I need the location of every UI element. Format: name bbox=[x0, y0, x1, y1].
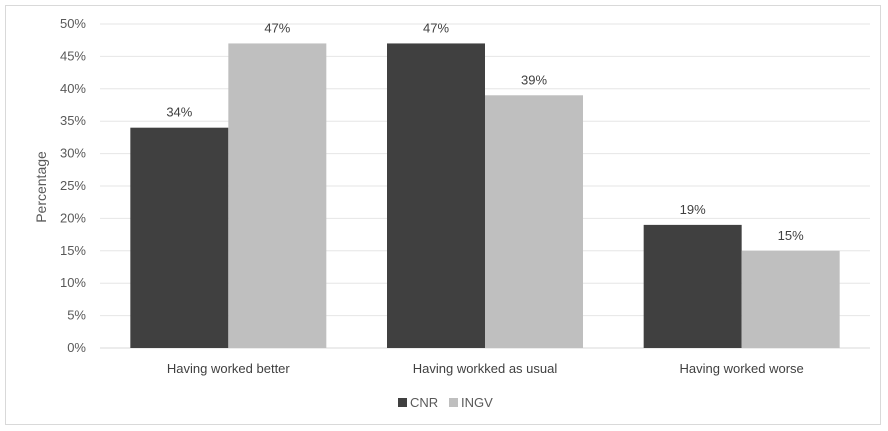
data-label: 47% bbox=[423, 20, 449, 35]
y-tick-label: 0% bbox=[67, 340, 86, 355]
data-label: 34% bbox=[166, 105, 192, 120]
bar-cnr bbox=[643, 224, 742, 348]
y-tick-label: 10% bbox=[60, 275, 86, 290]
category-labels: Having worked better Having workked as us… bbox=[167, 361, 804, 376]
y-tick-label: 50% bbox=[60, 16, 86, 31]
y-tick-label: 20% bbox=[60, 210, 86, 225]
legend-swatch bbox=[449, 398, 458, 407]
y-tick-label: 15% bbox=[60, 243, 86, 258]
bars bbox=[130, 43, 840, 349]
category-label: Having worked better bbox=[167, 361, 291, 376]
legend-label: CNR bbox=[410, 395, 438, 410]
y-tick-label: 40% bbox=[60, 81, 86, 96]
bar-ingv bbox=[485, 95, 583, 348]
legend-swatch bbox=[398, 398, 407, 407]
data-label: 39% bbox=[521, 72, 547, 87]
bar-cnr bbox=[130, 127, 229, 349]
y-axis-ticks: 0% 5% 10% 15% 20% 25% 30% 35% 40% 45% 50% bbox=[60, 16, 86, 355]
y-tick-label: 30% bbox=[60, 146, 86, 161]
data-labels: 34% 47% 47% 39% 19% 15% bbox=[166, 20, 804, 242]
bar-ingv bbox=[228, 43, 327, 348]
data-label: 47% bbox=[264, 20, 290, 35]
data-label: 15% bbox=[778, 228, 804, 243]
y-axis-label: Percentage bbox=[33, 151, 49, 223]
y-tick-label: 5% bbox=[67, 308, 86, 323]
legend: CNR INGV bbox=[398, 395, 493, 410]
y-tick-label: 25% bbox=[60, 178, 86, 193]
bar-cnr bbox=[387, 43, 485, 348]
data-label: 19% bbox=[680, 202, 706, 217]
legend-label: INGV bbox=[461, 395, 493, 410]
y-tick-label: 45% bbox=[60, 48, 86, 63]
category-label: Having workked as usual bbox=[413, 361, 558, 376]
category-label: Having worked worse bbox=[680, 361, 804, 376]
bar-ingv bbox=[741, 250, 840, 348]
y-tick-label: 35% bbox=[60, 113, 86, 128]
